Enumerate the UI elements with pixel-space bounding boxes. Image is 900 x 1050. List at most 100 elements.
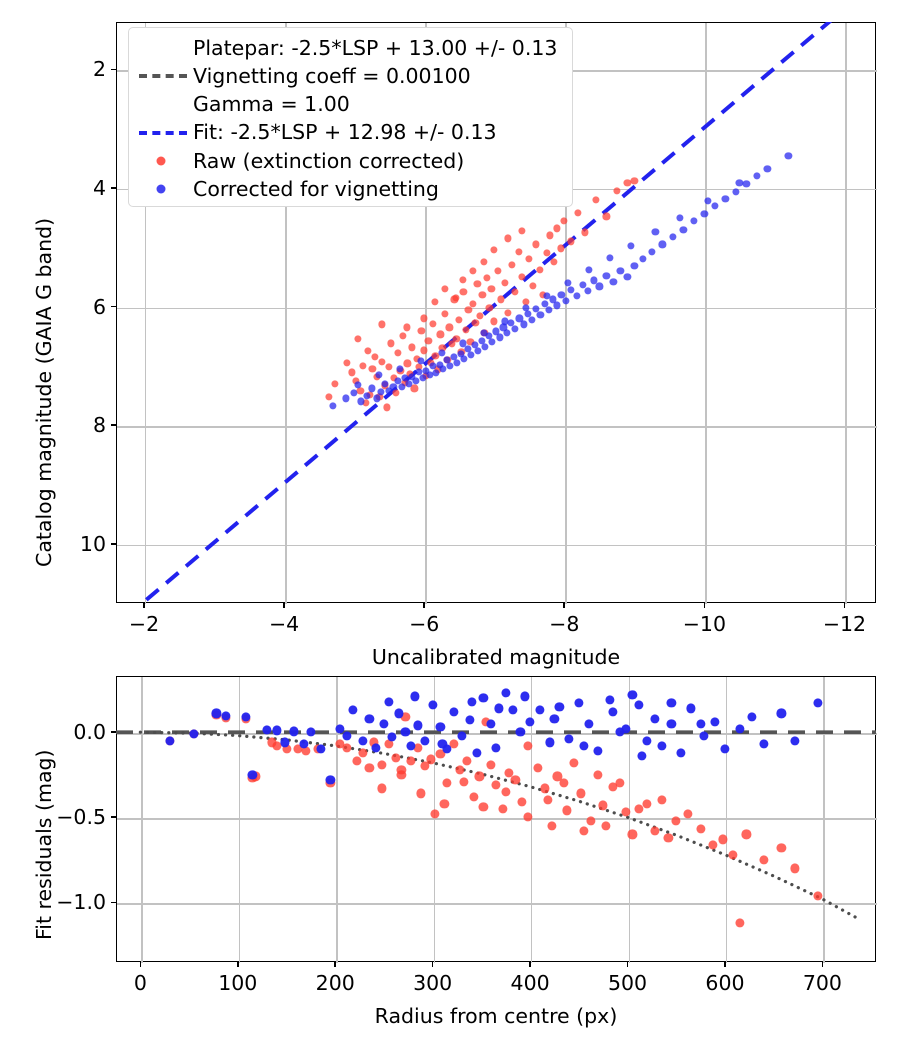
data-point: [790, 863, 800, 873]
data-point: [634, 700, 644, 710]
data-point: [416, 788, 426, 799]
data-point: [593, 746, 603, 756]
data-point: [634, 804, 644, 814]
data-point: [718, 834, 728, 845]
data-point: [330, 380, 339, 388]
x-tick-label: 0: [133, 971, 147, 995]
data-point: [504, 768, 514, 778]
data-point: [747, 712, 757, 722]
data-point: [690, 217, 698, 225]
data-point: [428, 700, 438, 710]
data-point: [422, 367, 430, 375]
data-point: [403, 323, 411, 331]
data-point: [473, 280, 482, 288]
legend-item[interactable]: Platepar: -2.5*LSP + 13.00 +/- 0.13: [137, 34, 557, 62]
data-point: [419, 374, 427, 382]
data-point: [602, 212, 610, 221]
legend-item[interactable]: Fit: -2.5*LSP + 12.98 +/- 0.13: [137, 119, 497, 147]
data-point: [608, 707, 618, 717]
data-point: [753, 172, 761, 180]
y-tick: [111, 187, 116, 189]
data-point: [549, 713, 560, 724]
data-point: [478, 337, 486, 345]
data-point: [362, 399, 370, 407]
data-point: [457, 350, 465, 358]
data-point: [490, 317, 498, 325]
data-point: [480, 258, 488, 266]
data-point: [371, 353, 379, 361]
data-point: [462, 756, 472, 766]
x-tick: [423, 603, 425, 608]
data-point: [379, 719, 389, 729]
data-point: [247, 770, 257, 780]
y-tick-label: 0.0: [73, 719, 106, 744]
data-point: [406, 756, 416, 766]
legend-key-dashed-gray: [137, 66, 189, 86]
blue-dot-icon: [156, 184, 166, 194]
data-point: [494, 703, 504, 713]
data-point: [567, 286, 575, 294]
y-tick: [111, 424, 116, 426]
x-tick: [139, 962, 142, 967]
data-point: [417, 327, 425, 335]
legend-item[interactable]: Gamma = 1.00: [137, 90, 350, 118]
data-point: [564, 279, 572, 287]
data-point: [420, 314, 428, 323]
data-point: [443, 356, 451, 364]
data-point: [436, 330, 444, 339]
data-point: [335, 724, 345, 734]
legend-item[interactable]: Vignetting coeff = 0.00100: [137, 62, 471, 90]
data-point: [627, 242, 635, 250]
data-point: [429, 320, 437, 328]
data-point: [569, 758, 579, 768]
data-point: [420, 736, 430, 746]
data-point: [522, 304, 530, 312]
x-tick: [626, 962, 629, 967]
data-point: [504, 234, 512, 242]
x-gridline: [628, 677, 630, 963]
data-point: [435, 749, 446, 759]
data-point: [784, 152, 793, 160]
data-point: [272, 725, 282, 736]
data-point: [592, 196, 600, 204]
x-gridline: [285, 23, 287, 604]
x-tick: [724, 962, 726, 967]
data-point: [211, 708, 221, 719]
data-point: [384, 739, 394, 749]
data-point: [356, 387, 365, 395]
x-gridline: [336, 677, 338, 963]
data-point: [415, 363, 423, 371]
data-point: [329, 402, 337, 410]
legend-item[interactable]: Corrected for vignetting: [137, 175, 439, 203]
data-point: [669, 233, 677, 241]
data-point: [517, 797, 527, 807]
data-point: [620, 724, 631, 734]
x-tick: [334, 962, 337, 967]
data-point: [354, 335, 362, 343]
data-point: [759, 739, 769, 749]
legend-item[interactable]: Raw (extinction corrected): [137, 147, 464, 175]
data-point: [812, 891, 823, 901]
data-point: [189, 729, 199, 739]
data-point: [467, 351, 475, 359]
data-point: [616, 267, 624, 275]
data-point: [642, 736, 652, 746]
bottom-y-axis-label: Fit residuals (mag): [32, 749, 56, 940]
legend-key-dot-blue: [137, 179, 189, 199]
data-point: [420, 761, 430, 771]
data-point: [490, 246, 498, 254]
legend[interactable]: Platepar: -2.5*LSP + 13.00 +/- 0.13 Vigne…: [128, 27, 573, 208]
data-point: [595, 282, 603, 290]
data-point: [615, 727, 625, 737]
x-gridline: [433, 677, 436, 963]
data-point: [357, 397, 365, 406]
data-point: [289, 726, 299, 736]
legend-key-empty: [137, 94, 189, 114]
data-point: [364, 763, 374, 773]
data-point: [525, 255, 533, 263]
data-point: [545, 306, 553, 314]
data-point: [281, 744, 292, 754]
y-tick: [111, 731, 116, 733]
fit-line: [127, 0, 876, 617]
data-point: [350, 388, 358, 397]
